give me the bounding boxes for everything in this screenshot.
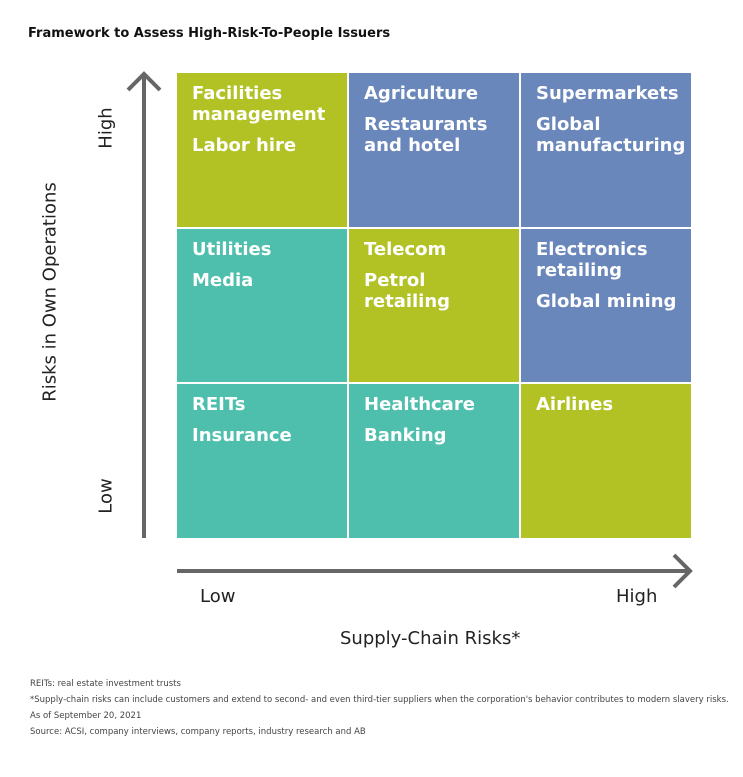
cell-item: Global mining — [536, 290, 677, 312]
cell-item: Restaurants and hotel — [364, 114, 488, 156]
footnote-reits: REITs: real estate investment trusts — [30, 679, 181, 689]
risk-matrix: Facilities management Labor hire Agricul… — [177, 73, 691, 538]
cell-item: Labor hire — [192, 135, 297, 156]
y-axis-arrowhead — [126, 71, 162, 92]
cell-medium-high: Electronics retailing Global mining — [521, 228, 691, 383]
cell-item: Facilities management — [192, 83, 326, 125]
cell-item: Banking — [364, 425, 447, 447]
cell-low-high: Airlines — [521, 384, 691, 538]
cell-item: Supermarkets — [536, 83, 679, 104]
footnote-supply-chain: *Supply-chain risks can include customer… — [30, 695, 729, 705]
y-axis-low-label: Low — [95, 478, 117, 514]
footnote-date: As of September 20, 2021 — [30, 711, 142, 721]
x-axis-title: Supply-Chain Risks* — [340, 628, 521, 649]
cell-item: Utilities — [192, 238, 272, 260]
figure-title: Framework to Assess High-Risk-To-People … — [28, 26, 391, 41]
footnotes: REITs: real estate investment trusts *Su… — [30, 676, 730, 740]
cell-item: Telecom — [364, 238, 447, 260]
cell-low-medium: Healthcare Banking — [349, 384, 519, 538]
cell-item: Media — [192, 269, 254, 291]
footnote-source: Source: ACSI, company interviews, compan… — [30, 727, 366, 737]
y-axis-high-label: High — [95, 107, 117, 149]
x-axis-low-label: Low — [200, 586, 236, 607]
cell-high-high: Supermarkets Global manufacturing — [521, 73, 691, 227]
cell-item: Petrol retailing — [364, 269, 451, 312]
cell-item: Insurance — [192, 425, 292, 447]
cell-item: Electronics retailing — [536, 238, 648, 281]
cell-high-low: Facilities management Labor hire — [177, 73, 347, 227]
cell-item: Healthcare — [364, 394, 475, 416]
cell-medium-medium: Telecom Petrol retailing — [349, 228, 519, 383]
cell-medium-low: Utilities Media — [177, 228, 347, 383]
y-axis-title: Risks in Own Operations — [39, 182, 61, 402]
cell-item: REITs — [192, 394, 246, 416]
x-axis-high-label: High — [616, 586, 658, 607]
cell-item: Global manufacturing — [536, 114, 686, 156]
cell-item: Airlines — [536, 394, 614, 416]
cell-low-low: REITs Insurance — [177, 384, 347, 538]
cell-item: Agriculture — [364, 83, 479, 104]
cell-high-medium: Agriculture Restaurants and hotel — [349, 73, 519, 227]
x-axis-arrowhead — [672, 553, 693, 589]
